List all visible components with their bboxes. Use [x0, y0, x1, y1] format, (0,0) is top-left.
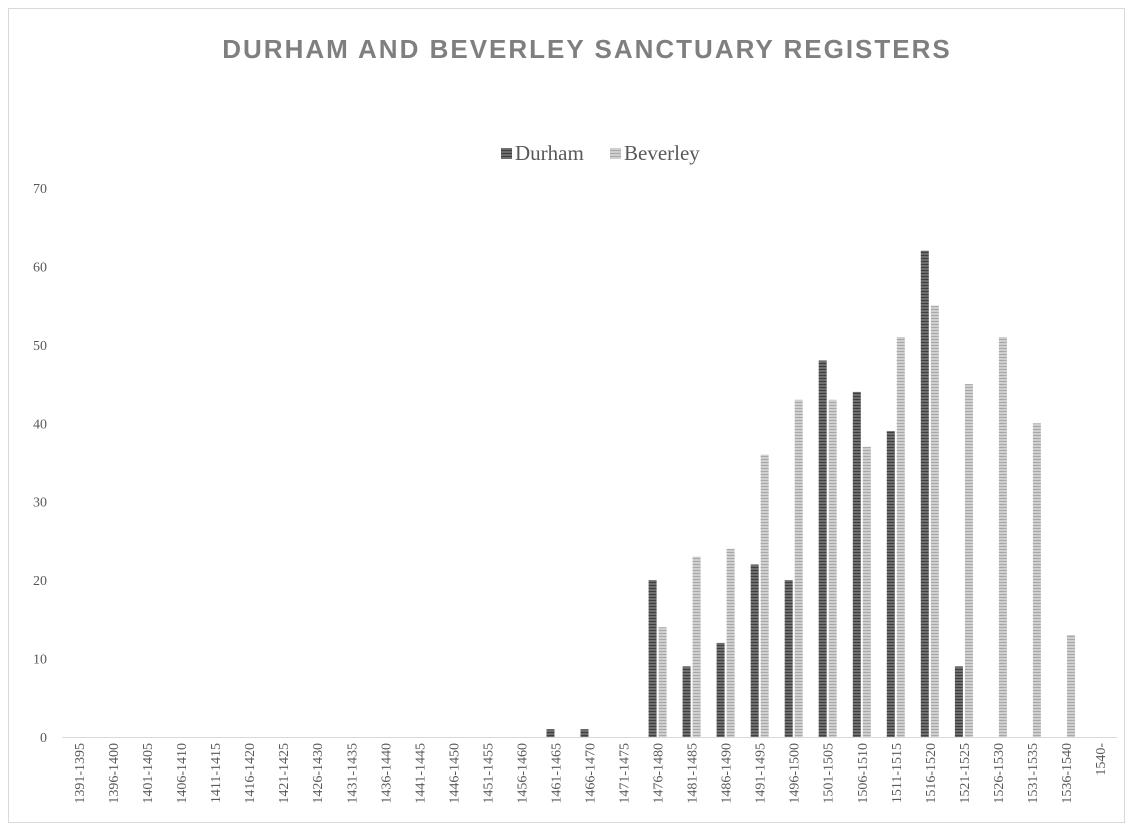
bar-beverley-1506-1510: [862, 446, 871, 737]
y-tick-label-2: 20: [33, 574, 47, 589]
x-tick-label-1431-1435: 1431-1435: [345, 743, 360, 804]
x-tick-label-1521-1525: 1521-1525: [958, 743, 973, 804]
x-tick-label-1471-1475: 1471-1475: [618, 743, 633, 804]
bar-durham-1491-1495: [750, 564, 759, 737]
x-tick-label-1540-: 1540-: [1094, 743, 1109, 776]
x-tick-label-1511-1515: 1511-1515: [890, 743, 905, 803]
bar-durham-1506-1510: [852, 391, 861, 737]
x-tick-label-1536-1540: 1536-1540: [1060, 743, 1075, 804]
x-tick-label-1466-1470: 1466-1470: [584, 743, 599, 804]
bar-durham-1516-1520: [920, 250, 929, 737]
x-tick-label-1441-1445: 1441-1445: [413, 743, 428, 804]
x-tick-label-1496-1500: 1496-1500: [788, 743, 803, 804]
x-tick-label-1461-1465: 1461-1465: [550, 743, 565, 804]
x-tick-label-1531-1535: 1531-1535: [1026, 743, 1041, 804]
y-tick-label-6: 60: [33, 260, 47, 275]
bar-beverley-1491-1495: [760, 454, 769, 737]
x-tick-label-1436-1440: 1436-1440: [379, 743, 394, 804]
bar-beverley-1536-1540: [1067, 635, 1075, 737]
bar-durham-1501-1505: [818, 360, 827, 737]
x-tick-label-1491-1495: 1491-1495: [754, 743, 769, 804]
x-tick-label-1451-1455: 1451-1455: [481, 743, 496, 804]
x-tick-label-1526-1530: 1526-1530: [992, 743, 1007, 804]
y-tick-label-3: 30: [33, 496, 47, 511]
x-tick-label-1396-1400: 1396-1400: [107, 743, 122, 804]
x-tick-label-1486-1490: 1486-1490: [720, 743, 735, 804]
bar-durham-1461-1465: [546, 729, 555, 737]
bar-beverley-1511-1515: [896, 337, 905, 737]
legend-label-durham: Durham: [515, 141, 584, 165]
x-tick-label-1391-1395: 1391-1395: [73, 743, 88, 804]
bar-beverley-1481-1485: [692, 556, 701, 737]
y-axis-ticks: 0 10 20 30 40 50 60 70: [33, 182, 47, 746]
x-tick-label-1456-1460: 1456-1460: [515, 743, 530, 804]
bar-beverley-1526-1530: [998, 337, 1007, 737]
bar-durham-1481-1485: [682, 666, 691, 737]
y-tick-label-7: 70: [33, 182, 47, 197]
legend-swatch-durham: [501, 148, 512, 159]
x-tick-label-1501-1505: 1501-1505: [822, 743, 837, 804]
x-tick-label-1426-1430: 1426-1430: [311, 743, 326, 804]
bars: [546, 250, 1075, 737]
bar-beverley-1501-1505: [828, 399, 837, 737]
x-tick-label-1406-1410: 1406-1410: [175, 743, 190, 804]
bar-beverley-1496-1500: [794, 399, 803, 737]
bar-durham-1486-1490: [716, 642, 725, 737]
legend-label-beverley: Beverley: [624, 141, 700, 165]
x-tick-label-1411-1415: 1411-1415: [209, 743, 224, 803]
bar-beverley-1476-1480: [658, 627, 667, 737]
x-tick-label-1506-1510: 1506-1510: [856, 743, 871, 804]
x-axis-ticks: 1391-1395 1396-1400 1401-1405 1406-1410 1411…: [73, 743, 1109, 804]
bar-durham-1511-1515: [886, 431, 895, 737]
x-tick-label-1416-1420: 1416-1420: [243, 743, 258, 804]
y-tick-label-1: 10: [33, 653, 47, 668]
x-tick-label-1476-1480: 1476-1480: [652, 743, 667, 804]
x-tick-label-1401-1405: 1401-1405: [141, 743, 156, 804]
x-tick-label-1421-1425: 1421-1425: [277, 743, 292, 804]
y-tick-label-0: 0: [40, 731, 47, 746]
y-tick-label-5: 50: [33, 339, 47, 354]
x-tick-label-1446-1450: 1446-1450: [447, 743, 462, 804]
bar-beverley-1516-1520: [930, 305, 939, 737]
x-tick-label-1516-1520: 1516-1520: [924, 743, 939, 804]
legend-swatch-beverley: [610, 148, 621, 159]
legend: Durham Beverley: [501, 141, 700, 165]
bar-beverley-1486-1490: [726, 548, 735, 737]
bar-durham-1496-1500: [784, 580, 793, 737]
chart-frame: [8, 8, 1125, 823]
bar-durham-1476-1480: [648, 580, 657, 737]
bar-beverley-1521-1525: [964, 384, 973, 737]
bar-durham-1521-1525: [954, 666, 963, 737]
chart-title: DURHAM AND BEVERLEY SANCTUARY REGISTERS: [222, 34, 952, 64]
x-tick-label-1481-1485: 1481-1485: [686, 743, 701, 804]
bar-beverley-1531-1535: [1032, 423, 1041, 737]
y-tick-label-4: 40: [33, 417, 47, 432]
bar-durham-1466-1470: [580, 729, 589, 737]
